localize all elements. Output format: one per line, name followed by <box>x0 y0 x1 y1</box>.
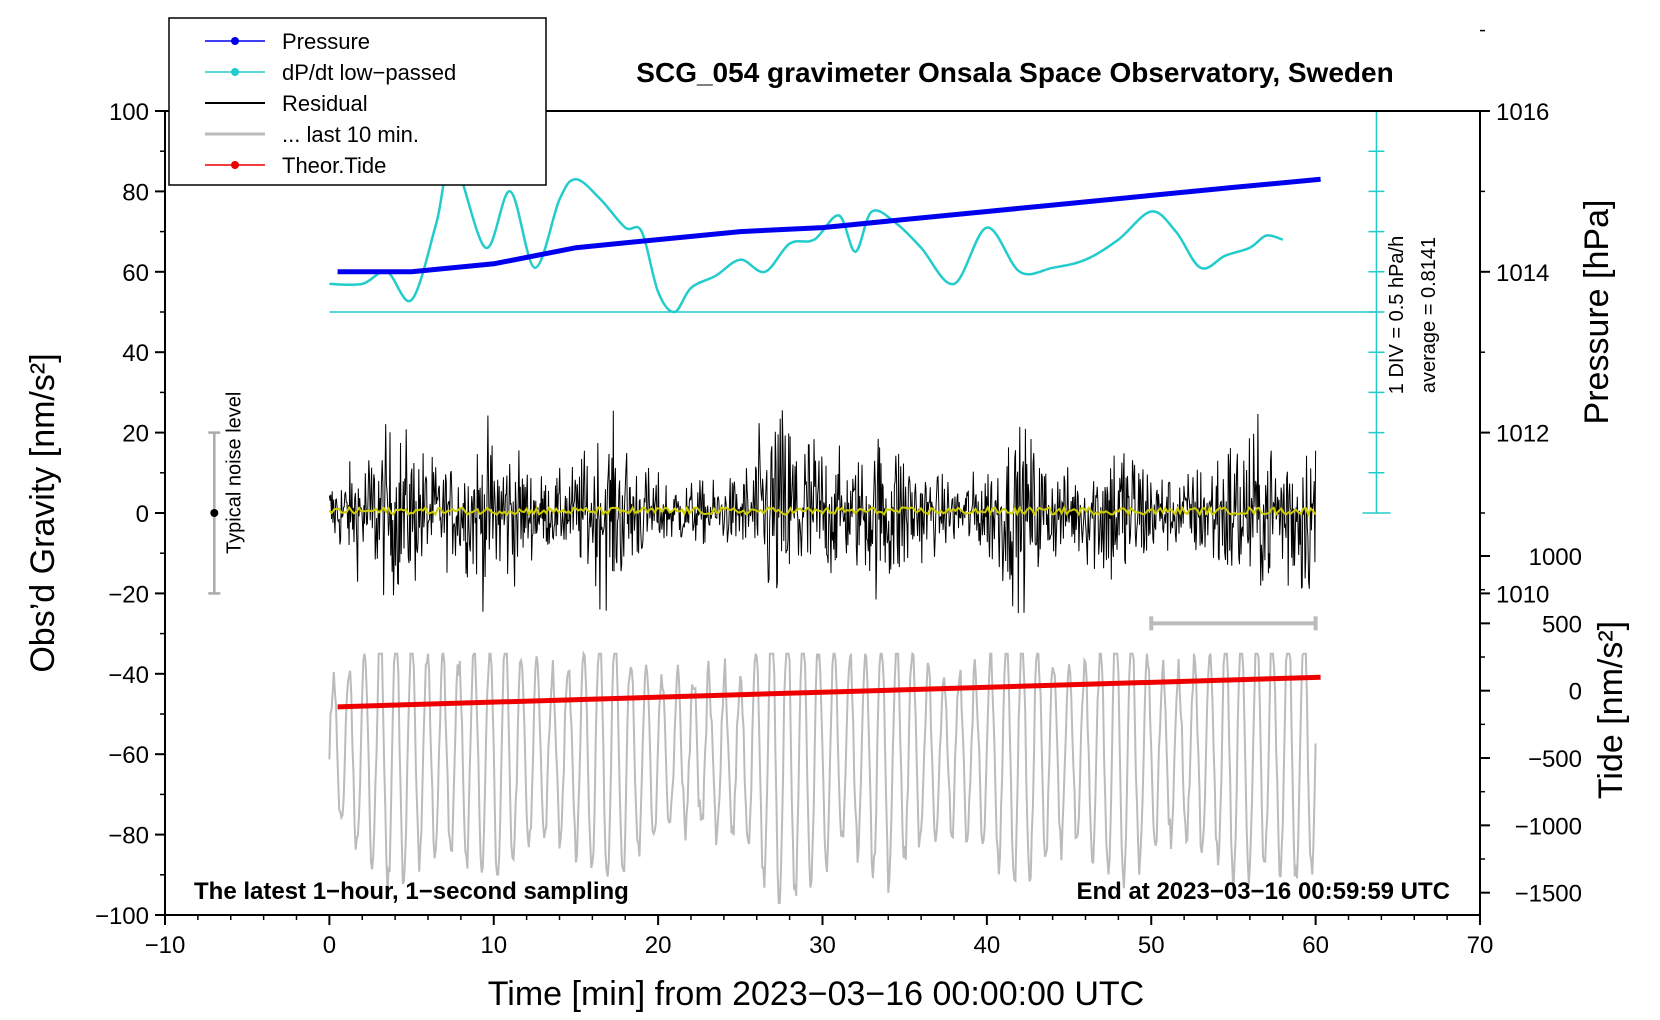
y-tick-label: −80 <box>108 823 149 850</box>
x-tick-label: 60 <box>1302 932 1329 959</box>
tide-tick-label: −1000 <box>1515 813 1582 840</box>
y-tick-label: 80 <box>122 179 149 206</box>
legend-marker <box>231 37 239 45</box>
tide-tick-label: −500 <box>1528 746 1582 773</box>
dpdt-series-line <box>329 157 1284 314</box>
y-tick-label: 100 <box>109 99 149 126</box>
dpdt-average-label: average = 0.8141 <box>1418 237 1440 393</box>
residual-trace <box>328 410 1317 614</box>
noise-bar-center-dot <box>210 509 219 517</box>
legend-marker <box>231 68 239 76</box>
x-axis-label: Time [min] from 2023−03−16 00:00:00 UTC <box>488 975 1144 1013</box>
x-tick-label: 20 <box>645 932 672 959</box>
dpdt-scale-label: 1 DIV = 0.5 hPa/h <box>1386 236 1408 394</box>
legend-items: Pressure dP/dt low−passed Residual ... last… <box>205 29 456 178</box>
pressure-tick-label: 1016 <box>1496 99 1549 126</box>
y-tick-label: −60 <box>108 742 149 769</box>
y-tick-label: 40 <box>122 340 149 367</box>
tide-tick-label: 500 <box>1542 611 1582 638</box>
legend-item: ... last 10 min. <box>205 122 419 147</box>
y-axis-pressure: 1010 1012 1014 1016 <box>1480 29 1549 608</box>
pressure-tick-label: 1012 <box>1496 421 1549 448</box>
chart-title: SCG_054 gravimeter Onsala Space Observat… <box>636 57 1393 88</box>
noise-level-bar <box>208 431 221 595</box>
y-tick-label: 20 <box>122 421 149 448</box>
legend-label: Residual <box>282 91 368 116</box>
x-tick-label: 30 <box>809 932 836 959</box>
annotation-bottom-right: End at 2023−03−16 00:59:59 UTC <box>1076 878 1450 905</box>
legend-item: dP/dt low−passed <box>205 60 456 85</box>
y-axis-label-tide: Tide [nm/s²] <box>1592 621 1630 799</box>
legend-marker <box>231 161 239 169</box>
tide-series-line <box>337 674 1321 710</box>
noise-level-label: Typical noise level <box>223 392 245 554</box>
x-tick-label: 70 <box>1467 932 1494 959</box>
x-tick-label: 40 <box>974 932 1001 959</box>
legend: Pressure dP/dt low−passed Residual ... last… <box>168 17 547 186</box>
residual-smoothed-trace <box>328 505 1317 518</box>
tide-tick-label: −1500 <box>1515 881 1582 908</box>
x-tick-label: −10 <box>145 932 186 959</box>
data-layer <box>328 157 1377 904</box>
y-tick-label: −40 <box>108 662 149 689</box>
pressure-series-line <box>337 176 1321 275</box>
pressure-tick-label: 1014 <box>1496 260 1549 287</box>
legend-box <box>168 17 547 186</box>
x-tick-label: 0 <box>323 932 336 959</box>
tide-tick-label: 1000 <box>1529 544 1582 571</box>
legend-label: ... last 10 min. <box>282 122 419 147</box>
legend-item: Pressure <box>205 29 370 54</box>
y-tick-label: −20 <box>108 581 149 608</box>
y-tick-label: −100 <box>95 903 149 930</box>
tide-tick-label: 0 <box>1569 679 1582 706</box>
last-10-min-trace <box>328 650 1317 904</box>
x-tick-label: 10 <box>480 932 507 959</box>
legend-item: Theor.Tide <box>205 153 386 178</box>
legend-item: Residual <box>205 91 368 116</box>
y-axis-gravity: −100 −80 −60 −40 −20 0 20 40 60 80 100 <box>95 99 165 930</box>
y-axis-label-pressure: Pressure [hPa] <box>1578 200 1616 425</box>
x-tick-label: 50 <box>1138 932 1165 959</box>
legend-label: dP/dt low−passed <box>282 60 456 85</box>
x-axis: −10 0 10 20 30 40 50 60 70 <box>145 915 1494 959</box>
y-axis-label-gravity: Obs’d Gravity [nm/s²] <box>24 353 62 672</box>
legend-label: Pressure <box>282 29 370 54</box>
y-tick-label: 0 <box>136 501 149 528</box>
annotation-bottom-left: The latest 1−hour, 1−second sampling <box>194 878 629 905</box>
legend-label: Theor.Tide <box>282 153 386 178</box>
y-axis-tide: −1500 −1000 −500 0 500 1000 <box>1480 544 1582 908</box>
last-10-min-bar <box>1149 616 1318 631</box>
y-tick-label: 60 <box>122 260 149 287</box>
pressure-tick-label: 1010 <box>1496 581 1549 608</box>
y-axis-label-gravity-text: Obs’d Gravity [nm/s²] <box>24 353 62 672</box>
